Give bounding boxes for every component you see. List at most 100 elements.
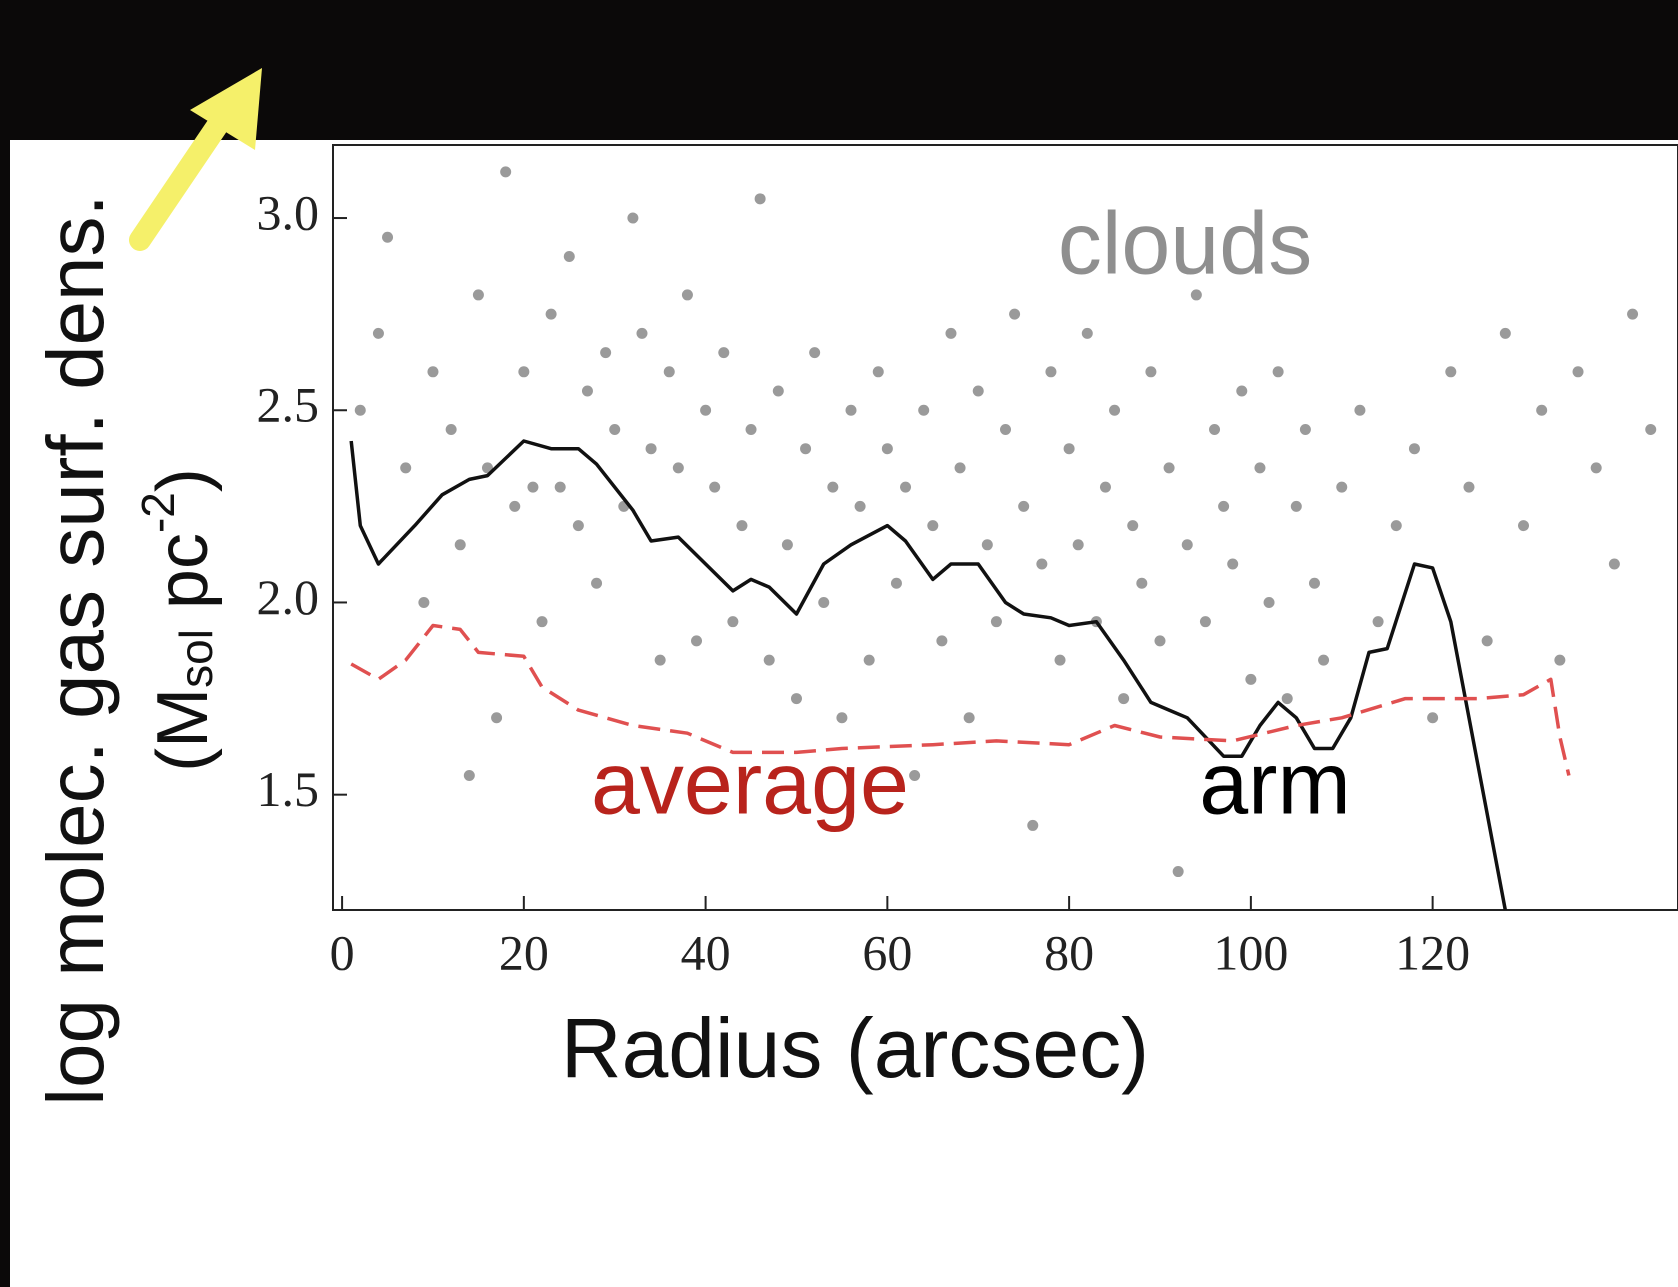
cloud-point [1163,462,1175,474]
cloud-point [745,423,757,435]
cloud-point [572,520,584,532]
cloud-point [1245,673,1257,685]
cloud-point [1463,481,1475,493]
cloud-point [1299,423,1311,435]
cloud-point [1590,462,1602,474]
cloud-point [863,654,875,666]
cloud-point [1136,577,1148,589]
cloud-point [1608,558,1620,570]
cloud-point [1336,481,1348,493]
cloud-point [1536,404,1548,416]
cloud-point [1290,500,1302,512]
cloud-point [1063,443,1075,455]
cloud-point [418,596,430,608]
cloud-point [890,577,902,589]
cloud-point [1181,539,1193,551]
cloud-point [909,769,921,781]
y-tick-label: 2.0 [257,569,320,625]
cloud-point [454,539,466,551]
unit-sub: sol [170,629,222,688]
cloud-point [1127,520,1139,532]
cloud-point [600,347,612,359]
cloud-point [700,404,712,416]
cloud-point [654,654,666,666]
cloud-point [872,366,884,378]
unit-part: (M [143,688,223,772]
series-label: arm [1199,733,1351,832]
cloud-point [1000,423,1011,435]
series-label: average [591,733,909,832]
cloud-point [427,366,439,378]
cloud-point [954,462,966,474]
cloud-point [1054,654,1066,666]
cloud-point [800,443,812,455]
cloud-point [645,443,657,455]
cloud-point [1481,635,1493,647]
cloud-point [627,212,639,224]
cloud-point [1081,327,1093,339]
cloud-point [1236,385,1248,397]
cloud-point [591,577,603,589]
x-tick-label: 60 [862,924,912,980]
pointer-arrow [129,68,262,251]
cloud-point [1018,500,1030,512]
cloud-point [727,616,739,628]
cloud-point [1308,577,1320,589]
x-tick-label: 80 [1044,924,1094,980]
cloud-point [972,385,984,397]
cloud-point [963,712,975,724]
x-tick-label: 20 [499,924,549,980]
cloud-point [491,712,503,724]
cloud-point [781,539,793,551]
y-tick-label: 2.5 [257,377,320,433]
cloud-point [500,166,512,178]
cloud-point [1227,558,1239,570]
cloud-point [845,404,857,416]
cloud-point [636,327,648,339]
x-tick-label: 40 [681,924,731,980]
cloud-point [1554,654,1566,666]
cloud-point [718,347,730,359]
cloud-point [354,404,366,416]
cloud-point [1645,423,1657,435]
cloud-point [1209,423,1221,435]
cloud-point [881,443,893,455]
x-tick-label: 100 [1213,924,1288,980]
cloud-point [1518,520,1530,532]
cloud-point [1272,366,1284,378]
cloud-point [527,481,539,493]
cloud-point [663,366,675,378]
x-tick-label: 120 [1395,924,1470,980]
axes: 0 20 40 60 80 100 120 1.5 2.0 2.5 3.0 [257,185,1471,981]
cloud-point [1499,327,1511,339]
cloud-point [1627,308,1639,320]
cloud-point [554,481,566,493]
cloud-point [509,500,521,512]
cloud-point [400,462,412,474]
cloud-point [1318,654,1330,666]
cloud-point [1218,500,1230,512]
cloud-point [536,616,548,628]
cloud-point [818,596,830,608]
cloud-point [990,616,1002,628]
cloud-point [472,289,484,301]
cloud-point [1009,308,1021,320]
cloud-point [900,481,912,493]
cloud-point [981,539,993,551]
cloud-point [790,693,802,705]
cloud-point [545,308,557,320]
cloud-point [736,520,748,532]
y-axis-label: log molec. gas surf. dens. [31,194,120,1106]
unit-sup: -2 [132,492,184,533]
cloud-point [1145,366,1157,378]
cloud-point [581,385,593,397]
cloud-point [1118,693,1130,705]
y-tick-label: 3.0 [257,185,320,241]
cloud-point [1172,866,1184,878]
cloud-point [1445,366,1457,378]
cloud-point [754,193,766,205]
cloud-point [936,635,948,647]
cloud-point [672,462,684,474]
cloud-point [809,347,821,359]
cloud-point [1254,462,1266,474]
